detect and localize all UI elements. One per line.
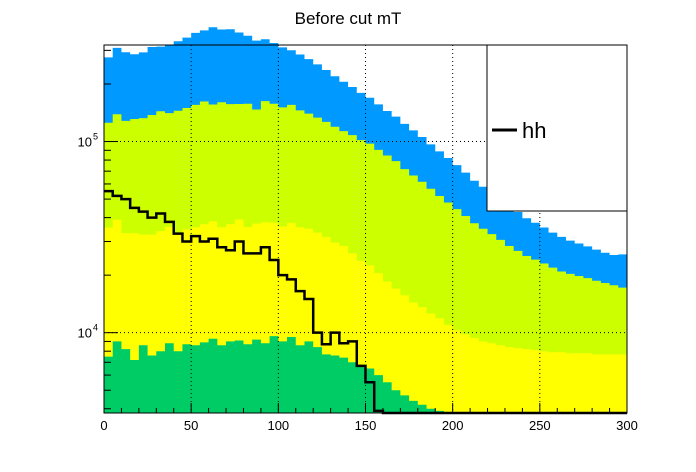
legend: hh	[486, 44, 628, 212]
x-tick-label: 50	[184, 418, 198, 433]
chart-title: Before cut mT	[295, 9, 402, 28]
y-tick-exponent: 4	[93, 323, 98, 333]
y-tick-label: 10	[78, 135, 92, 150]
grid-layer	[104, 45, 627, 413]
x-tick-label: 0	[100, 418, 107, 433]
x-tick-label: 150	[355, 418, 377, 433]
y-tick-label: 10	[78, 326, 92, 341]
x-tick-label: 100	[267, 418, 289, 433]
y-tick-exponent: 5	[93, 132, 98, 142]
x-tick-label: 250	[529, 418, 551, 433]
x-tick-label: 300	[616, 418, 638, 433]
x-tick-label: 200	[442, 418, 464, 433]
legend-box	[486, 44, 628, 212]
legend-label-hh: hh	[522, 118, 546, 143]
